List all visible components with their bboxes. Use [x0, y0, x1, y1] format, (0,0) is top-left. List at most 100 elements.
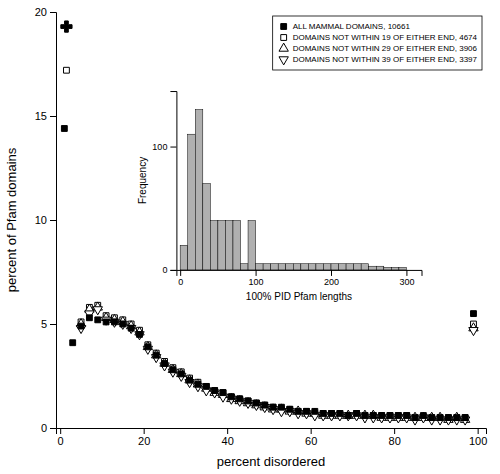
point — [120, 321, 126, 327]
point — [270, 404, 276, 410]
bar — [241, 264, 249, 270]
point — [395, 413, 401, 419]
tick: 300 — [399, 270, 414, 287]
axis: 020406080100 — [57, 428, 488, 447]
legend-marker — [279, 43, 288, 51]
point — [170, 367, 176, 373]
point — [95, 317, 101, 323]
point — [135, 332, 144, 340]
tick-label: 0 — [58, 435, 64, 447]
point — [462, 415, 468, 421]
tick-label: 100 — [469, 435, 487, 447]
point — [78, 323, 84, 329]
point — [178, 371, 184, 377]
point — [61, 126, 67, 132]
tick: 0 — [58, 428, 64, 447]
tick-label: 20 — [138, 435, 150, 447]
tick-mark — [406, 270, 407, 276]
tick: 100 — [469, 428, 487, 447]
point — [446, 415, 452, 421]
point — [362, 413, 368, 419]
tick-mark — [50, 428, 56, 429]
point — [337, 411, 343, 417]
axis-line — [50, 13, 57, 429]
tick-mark — [50, 12, 56, 13]
tick: 15 — [35, 110, 56, 122]
point — [362, 413, 368, 419]
point — [329, 411, 335, 417]
point — [344, 410, 353, 418]
axis: 0 5 10 15 20 — [35, 6, 57, 434]
tick-mark — [478, 428, 479, 434]
point — [93, 307, 102, 315]
bar — [316, 264, 324, 270]
tick-mark — [50, 324, 56, 325]
series — [76, 302, 478, 422]
tick-label: 0 — [41, 422, 47, 434]
bar — [293, 264, 301, 270]
point — [279, 404, 285, 410]
point — [429, 415, 435, 421]
point — [212, 388, 218, 394]
point — [70, 340, 76, 346]
tick-mark — [144, 428, 145, 434]
point — [429, 415, 435, 421]
y-axis-title: percent of Pfam domains — [4, 147, 19, 292]
bar — [346, 264, 354, 270]
legend-label: DOMAINS NOT WITHIN 29 OF EITHER END, 390… — [293, 44, 478, 53]
point — [329, 411, 335, 417]
point — [128, 325, 134, 331]
point — [312, 408, 318, 414]
point — [220, 390, 226, 396]
point — [262, 402, 268, 408]
tick-label: 100 — [249, 277, 264, 287]
tick: 80 — [389, 428, 401, 447]
point — [354, 411, 360, 417]
tick-label: 10 — [35, 214, 47, 226]
point — [469, 328, 478, 336]
axis: 0100 — [152, 92, 177, 276]
point — [101, 317, 110, 325]
axis-line — [57, 429, 487, 435]
tick: 20 — [35, 6, 56, 18]
extra-point — [64, 67, 70, 73]
bar — [210, 221, 218, 270]
tick: 0 — [178, 270, 183, 287]
point — [471, 311, 477, 317]
bar — [339, 264, 347, 270]
point — [203, 383, 209, 389]
chart: 02040608010005101520percent disorderedpe… — [0, 0, 500, 474]
point — [270, 404, 276, 410]
tick: 5 — [41, 318, 56, 330]
point — [153, 352, 159, 358]
point — [369, 410, 378, 418]
point — [412, 415, 418, 421]
tick: 40 — [222, 428, 234, 447]
bar — [188, 134, 196, 270]
point — [203, 383, 209, 389]
legend-label: ALL MAMMAL DOMAINS, 10661 — [293, 22, 411, 31]
point — [86, 315, 92, 321]
legend: ALL MAMMAL DOMAINS, 10661 DOMAINS NOT WIT… — [273, 16, 482, 70]
point — [253, 400, 259, 406]
point — [345, 413, 351, 419]
point — [379, 413, 385, 419]
point — [237, 396, 243, 402]
point — [337, 411, 343, 417]
bar — [233, 221, 241, 270]
point — [185, 375, 194, 383]
point — [228, 394, 234, 400]
point — [437, 415, 443, 421]
point — [360, 410, 369, 418]
point — [410, 412, 419, 420]
point — [262, 402, 268, 408]
point — [177, 369, 186, 377]
inset-background — [176, 91, 421, 270]
point — [212, 388, 218, 394]
point — [103, 319, 109, 325]
tick: 100 — [152, 142, 176, 152]
tick-mark — [50, 220, 56, 221]
point — [195, 381, 201, 387]
legend-label: DOMAINS NOT WITHIN 19 OF EITHER END, 467… — [293, 33, 478, 42]
bar — [271, 264, 279, 270]
